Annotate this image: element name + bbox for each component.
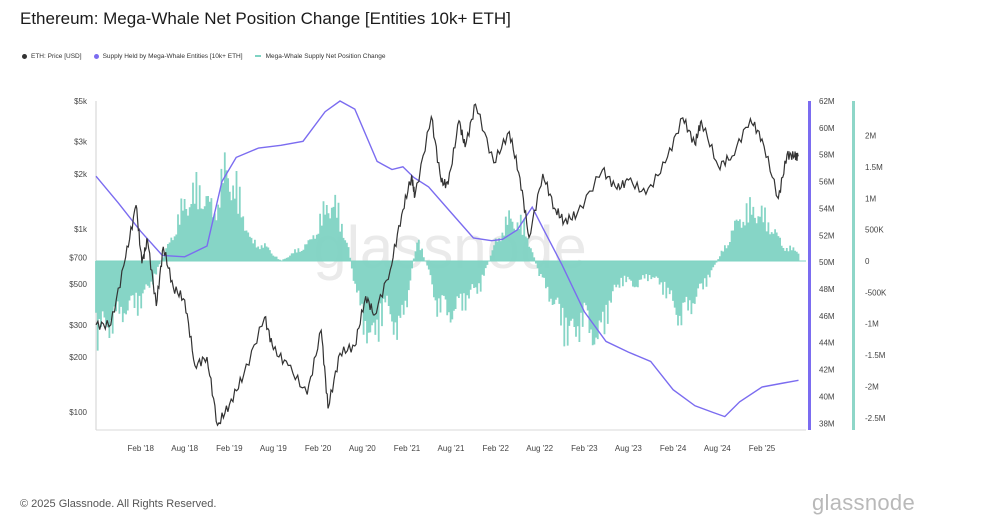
net-change-tick-label: 0 <box>865 257 870 266</box>
net-change-tick-label: -500K <box>865 288 887 297</box>
supply-tick-label: 40M <box>819 392 835 401</box>
x-tick-label: Feb '24 <box>660 444 687 453</box>
price-tick-label: $500 <box>69 280 87 289</box>
legend-item-net-change[interactable]: Mega-Whale Supply Net Position Change <box>254 52 386 60</box>
price-tick-label: $3k <box>74 138 88 147</box>
supply-line <box>95 100 799 418</box>
x-tick-label: Aug '20 <box>349 444 376 453</box>
x-tick-label: Feb '20 <box>305 444 332 453</box>
legend-supply-marker <box>93 53 99 59</box>
supply-tick-label: 56M <box>819 178 835 187</box>
price-tick-label: $5k <box>74 97 88 106</box>
net-change-axis-bar <box>852 101 855 430</box>
price-tick-label: $2k <box>74 170 88 179</box>
brand-logo: glassnode <box>812 490 915 515</box>
legend-price-label: ETH: Price [USD] <box>31 52 82 60</box>
x-tick-label: Aug '22 <box>526 444 553 453</box>
legend-item-price[interactable]: ETH: Price [USD] <box>22 53 82 60</box>
price-line <box>95 103 799 427</box>
supply-tick-label: 50M <box>819 258 835 267</box>
x-tick-label: Feb '22 <box>482 444 509 453</box>
supply-tick-label: 38M <box>819 419 835 428</box>
supply-axis-bar <box>808 101 811 430</box>
supply-tick-label: 58M <box>819 151 835 160</box>
price-tick-label: $200 <box>69 353 87 362</box>
price-tick-label: $700 <box>69 253 87 262</box>
price-tick-label: $100 <box>69 408 87 417</box>
supply-tick-label: 54M <box>819 204 835 213</box>
supply-tick-label: 44M <box>819 339 835 348</box>
net-change-area <box>95 152 800 351</box>
price-tick-label: $1k <box>74 225 88 234</box>
legend-item-supply[interactable]: Supply Held by Mega-Whale Entities [10k+… <box>93 52 243 60</box>
x-tick-label: Aug '24 <box>704 444 731 453</box>
x-tick-label: Aug '18 <box>171 444 198 453</box>
legend: ETH: Price [USD] Supply Held by Mega-Wha… <box>22 50 398 62</box>
supply-tick-label: 42M <box>819 366 835 375</box>
supply-tick-label: 62M <box>819 97 835 106</box>
net-change-tick-label: 1.5M <box>865 163 883 172</box>
net-change-tick-label: -2.5M <box>865 414 886 423</box>
net-change-tick-label: 500K <box>865 226 884 235</box>
supply-tick-label: 60M <box>819 124 835 133</box>
legend-price-marker <box>22 53 27 59</box>
legend-net-change-label: Mega-Whale Supply Net Position Change <box>265 52 386 60</box>
x-tick-label: Feb '23 <box>571 444 598 453</box>
supply-tick-label: 48M <box>819 285 835 294</box>
net-change-tick-label: 2M <box>865 132 876 141</box>
legend-net-change-marker <box>254 55 261 57</box>
x-tick-label: Aug '21 <box>438 444 465 453</box>
copyright-text: © 2025 Glassnode. All Rights Reserved. <box>20 498 217 510</box>
x-tick-label: Feb '18 <box>127 444 154 453</box>
x-tick-label: Feb '25 <box>749 444 776 453</box>
net-change-tick-label: -1.5M <box>865 351 886 360</box>
supply-tick-label: 46M <box>819 312 835 321</box>
price-tick-label: $300 <box>69 321 87 330</box>
net-change-tick-label: 1M <box>865 194 876 203</box>
supply-tick-label: 52M <box>819 231 835 240</box>
x-tick-label: Feb '19 <box>216 444 243 453</box>
net-change-tick-label: -2M <box>865 382 879 391</box>
net-change-tick-label: -1M <box>865 320 879 329</box>
x-tick-label: Aug '19 <box>260 444 287 453</box>
x-tick-label: Feb '21 <box>394 444 421 453</box>
x-tick-label: Aug '23 <box>615 444 642 453</box>
chart-title: Ethereum: Mega-Whale Net Position Change… <box>20 9 511 28</box>
legend-supply-label: Supply Held by Mega-Whale Entities [10k+… <box>102 52 243 60</box>
